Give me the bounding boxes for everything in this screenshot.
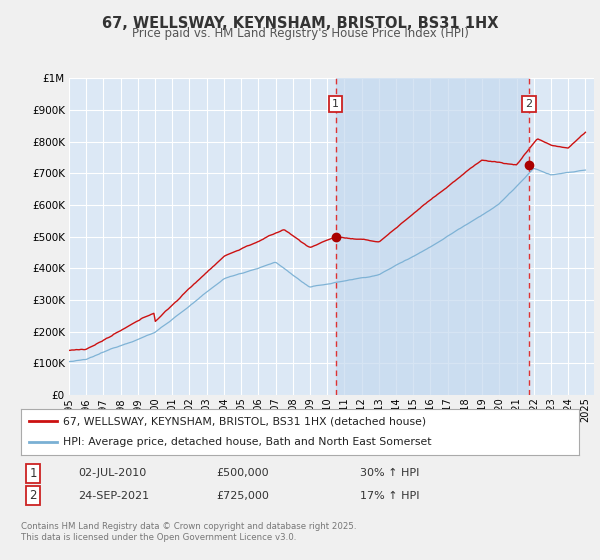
Text: 2: 2 <box>29 489 37 502</box>
Bar <box>336 78 529 395</box>
Text: 1: 1 <box>29 466 37 480</box>
Text: HPI: Average price, detached house, Bath and North East Somerset: HPI: Average price, detached house, Bath… <box>63 437 431 447</box>
Text: £500,000: £500,000 <box>216 468 269 478</box>
Text: 67, WELLSWAY, KEYNSHAM, BRISTOL, BS31 1HX: 67, WELLSWAY, KEYNSHAM, BRISTOL, BS31 1H… <box>102 16 498 31</box>
Text: 67, WELLSWAY, KEYNSHAM, BRISTOL, BS31 1HX (detached house): 67, WELLSWAY, KEYNSHAM, BRISTOL, BS31 1H… <box>63 416 426 426</box>
Text: £725,000: £725,000 <box>216 491 269 501</box>
Text: 17% ↑ HPI: 17% ↑ HPI <box>360 491 419 501</box>
Text: 02-JUL-2010: 02-JUL-2010 <box>78 468 146 478</box>
Text: Contains HM Land Registry data © Crown copyright and database right 2025.
This d: Contains HM Land Registry data © Crown c… <box>21 522 356 542</box>
Text: 24-SEP-2021: 24-SEP-2021 <box>78 491 149 501</box>
Text: 2: 2 <box>526 99 533 109</box>
Text: Price paid vs. HM Land Registry's House Price Index (HPI): Price paid vs. HM Land Registry's House … <box>131 27 469 40</box>
Text: 1: 1 <box>332 99 340 109</box>
Text: 30% ↑ HPI: 30% ↑ HPI <box>360 468 419 478</box>
